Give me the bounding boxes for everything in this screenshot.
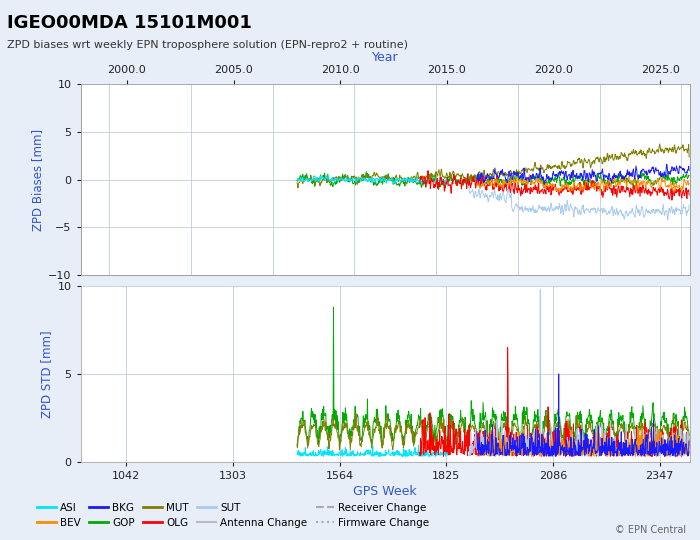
Y-axis label: ZPD STD [mm]: ZPD STD [mm]: [41, 330, 53, 418]
Y-axis label: ZPD Biases [mm]: ZPD Biases [mm]: [31, 129, 44, 231]
Legend: ASI, BEV, BKG, GOP, MUT, OLG, SUT, Antenna Change, Receiver Change, Firmware Cha: ASI, BEV, BKG, GOP, MUT, OLG, SUT, Anten…: [33, 498, 434, 532]
X-axis label: Year: Year: [372, 51, 398, 64]
X-axis label: GPS Week: GPS Week: [354, 485, 416, 498]
Text: ZPD biases wrt weekly EPN troposphere solution (EPN-repro2 + routine): ZPD biases wrt weekly EPN troposphere so…: [7, 40, 408, 51]
Text: IGEO00MDA 15101M001: IGEO00MDA 15101M001: [7, 14, 252, 31]
Text: © EPN Central: © EPN Central: [615, 524, 686, 535]
